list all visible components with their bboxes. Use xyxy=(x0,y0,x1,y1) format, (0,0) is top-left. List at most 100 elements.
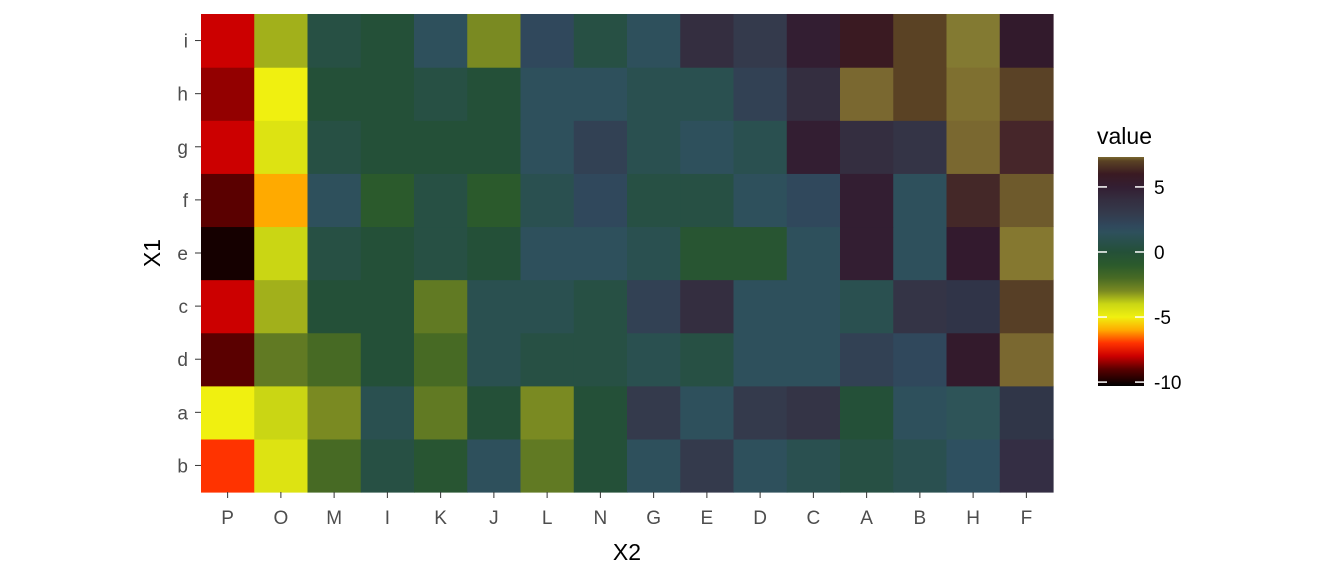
heatmap-cell-c-B xyxy=(893,279,948,334)
heatmap-cell-i-E xyxy=(680,14,735,68)
heatmap-cell-d-D xyxy=(733,332,788,387)
heatmap-cell-h-N xyxy=(573,67,628,121)
y-tick-label: a xyxy=(177,403,188,424)
heatmap-cell-f-K xyxy=(414,173,468,228)
colorbar-tick-label: 5 xyxy=(1154,178,1165,199)
heatmap-cell-f-E xyxy=(680,173,735,228)
heatmap-cell-c-L xyxy=(520,279,575,334)
heatmap-cell-a-P xyxy=(201,385,255,440)
heatmap-cell-h-I xyxy=(360,67,415,121)
x-tick-label: F xyxy=(1021,508,1033,529)
colorbar-legend: value 5 0 -5 -10 xyxy=(1097,123,1181,394)
heatmap-cell-e-F xyxy=(999,226,1054,281)
heatmap-cell-i-B xyxy=(893,14,948,68)
heatmap-cell-h-F xyxy=(999,67,1054,121)
heatmap-cell-c-K xyxy=(414,279,468,334)
heatmap-cell-e-M xyxy=(307,226,362,281)
heatmap-cell-f-I xyxy=(360,173,415,228)
heatmap-cell-a-O xyxy=(254,385,309,440)
heatmap-cell-a-F xyxy=(999,385,1054,440)
heatmap-cell-f-H xyxy=(946,173,1001,228)
heatmap-cell-c-O xyxy=(254,279,309,334)
x-tick-label: L xyxy=(542,508,553,529)
x-tick-label: I xyxy=(385,508,390,529)
heatmap-cell-b-K xyxy=(414,438,468,493)
y-tick-label: b xyxy=(177,456,188,477)
heatmap-cell-h-H xyxy=(946,67,1001,121)
y-tick-label: h xyxy=(177,85,188,106)
heatmap-cell-f-F xyxy=(999,173,1054,228)
heatmap-cell-h-D xyxy=(733,67,788,121)
heatmap-cell-f-G xyxy=(627,173,681,228)
x-tick-label: E xyxy=(701,508,714,529)
heatmap-cell-h-J xyxy=(467,67,522,121)
heatmap-cell-e-O xyxy=(254,226,309,281)
x-axis-title: X2 xyxy=(613,539,641,565)
heatmap-cell-d-C xyxy=(786,332,841,387)
heatmap-cell-f-B xyxy=(893,173,948,228)
heatmap-cell-c-I xyxy=(360,279,415,334)
heatmap-cell-b-I xyxy=(360,438,415,493)
heatmap-cell-e-K xyxy=(414,226,468,281)
heatmap-cell-f-O xyxy=(254,173,309,228)
heatmap-cell-c-N xyxy=(573,279,628,334)
colorbar-tick-label: -10 xyxy=(1154,373,1181,394)
heatmap-cell-b-H xyxy=(946,438,1001,493)
heatmap-cell-i-J xyxy=(467,14,522,68)
heatmap-cell-e-J xyxy=(467,226,522,281)
x-tick-label: M xyxy=(326,508,342,529)
heatmap-cell-g-B xyxy=(893,120,948,174)
heatmap-cell-b-L xyxy=(520,438,575,493)
y-tick-label: g xyxy=(177,138,188,159)
heatmap-cell-b-G xyxy=(627,438,681,493)
heatmap-cell-h-K xyxy=(414,67,468,121)
heatmap-cell-g-N xyxy=(573,120,628,174)
heatmap-cell-b-O xyxy=(254,438,309,493)
heatmap-cell-i-C xyxy=(786,14,841,68)
heatmap-cell-a-N xyxy=(573,385,628,440)
heatmap-cell-i-I xyxy=(360,14,415,68)
heatmap-cell-c-P xyxy=(201,279,255,334)
heatmap-cell-c-D xyxy=(733,279,788,334)
y-axis-ticks: b a d c e f g h i xyxy=(177,32,201,477)
heatmap-cell-a-I xyxy=(360,385,415,440)
heatmap-cell-i-O xyxy=(254,14,309,68)
heatmap-cell-b-F xyxy=(999,438,1054,493)
heatmap-cell-g-E xyxy=(680,120,735,174)
heatmap-cell-b-C xyxy=(786,438,841,493)
heatmap-cell-e-G xyxy=(627,226,681,281)
heatmap-cell-b-B xyxy=(893,438,948,493)
heatmap-cell-b-A xyxy=(840,438,894,493)
y-tick-label: f xyxy=(183,191,189,212)
heatmap-cell-c-G xyxy=(627,279,681,334)
heatmap-cell-d-M xyxy=(307,332,362,387)
colorbar-tick-label: -5 xyxy=(1154,308,1171,329)
heatmap-cell-a-K xyxy=(414,385,468,440)
heatmap-cell-a-M xyxy=(307,385,362,440)
heatmap-cell-i-H xyxy=(946,14,1001,68)
heatmap-cell-f-L xyxy=(520,173,575,228)
heatmap-cell-d-N xyxy=(573,332,628,387)
heatmap-cell-i-D xyxy=(733,14,788,68)
heatmap-cell-e-P xyxy=(201,226,255,281)
heatmap-cell-g-L xyxy=(520,120,575,174)
heatmap-cell-d-H xyxy=(946,332,1001,387)
heatmap-cell-c-J xyxy=(467,279,522,334)
x-tick-label: N xyxy=(594,508,608,529)
heatmap-cell-f-P xyxy=(201,173,255,228)
heatmap-cell-a-J xyxy=(467,385,522,440)
x-tick-label: C xyxy=(807,508,821,529)
heatmap-cell-b-E xyxy=(680,438,735,493)
y-tick-label: e xyxy=(177,244,188,265)
heatmap-cell-c-M xyxy=(307,279,362,334)
heatmap-cell-g-M xyxy=(307,120,362,174)
heatmap-cell-d-B xyxy=(893,332,948,387)
y-axis-title: X1 xyxy=(139,239,165,267)
heatmap-cell-d-J xyxy=(467,332,522,387)
heatmap-cell-d-K xyxy=(414,332,468,387)
heatmap-cell-a-G xyxy=(627,385,681,440)
colorbar-tick-label: 0 xyxy=(1154,243,1165,264)
heatmap-cell-d-G xyxy=(627,332,681,387)
